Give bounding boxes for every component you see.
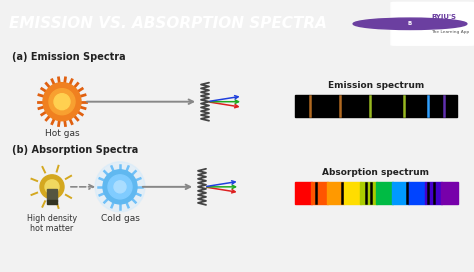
Circle shape bbox=[108, 175, 132, 199]
Bar bbox=[425, 182, 442, 204]
Text: Emission spectrum: Emission spectrum bbox=[328, 81, 424, 90]
Text: Absorption spectrum: Absorption spectrum bbox=[322, 168, 429, 177]
Bar bbox=[409, 182, 425, 204]
Circle shape bbox=[353, 18, 467, 30]
Text: Cold gas: Cold gas bbox=[100, 214, 139, 223]
Text: BYJU'S: BYJU'S bbox=[431, 14, 456, 20]
Bar bbox=[344, 182, 361, 204]
Text: (a) Emission Spectra: (a) Emission Spectra bbox=[12, 52, 126, 61]
Text: High density
hot matter: High density hot matter bbox=[27, 214, 77, 233]
Circle shape bbox=[114, 181, 126, 193]
Circle shape bbox=[49, 89, 75, 115]
Text: B: B bbox=[408, 21, 412, 26]
Bar bbox=[311, 182, 328, 204]
Bar bbox=[295, 182, 312, 204]
Bar bbox=[47, 189, 57, 201]
Circle shape bbox=[43, 83, 81, 121]
Text: The Learning App: The Learning App bbox=[431, 30, 470, 34]
Circle shape bbox=[54, 94, 70, 110]
FancyBboxPatch shape bbox=[391, 2, 474, 45]
Bar bbox=[392, 182, 409, 204]
Circle shape bbox=[95, 162, 145, 212]
Text: Hot gas: Hot gas bbox=[45, 129, 79, 138]
Circle shape bbox=[40, 175, 64, 199]
Bar bbox=[47, 200, 57, 204]
Circle shape bbox=[103, 170, 137, 204]
Bar bbox=[360, 182, 377, 204]
Bar bbox=[295, 95, 457, 117]
Text: EMISSION VS. ABSORPTION SPECTRA: EMISSION VS. ABSORPTION SPECTRA bbox=[9, 16, 328, 31]
Bar bbox=[376, 182, 393, 204]
Circle shape bbox=[45, 180, 59, 194]
Text: (b) Absorption Spectra: (b) Absorption Spectra bbox=[12, 145, 138, 155]
Bar bbox=[328, 182, 345, 204]
Bar bbox=[441, 182, 458, 204]
